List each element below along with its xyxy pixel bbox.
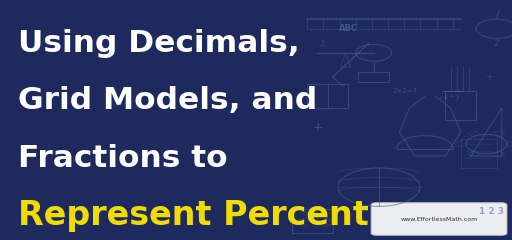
Text: 1 2 3: 1 2 3: [479, 207, 504, 216]
Text: ABC: ABC: [338, 24, 358, 33]
Text: ♪: ♪: [494, 38, 500, 48]
FancyBboxPatch shape: [371, 203, 507, 235]
Text: www.EffortlessMath.com: www.EffortlessMath.com: [401, 217, 478, 222]
Text: ♫: ♫: [319, 39, 326, 48]
Text: +: +: [485, 72, 493, 82]
Text: +: +: [312, 121, 323, 134]
Text: Grid Models, and: Grid Models, and: [18, 86, 317, 115]
Text: $\sqrt{x+y}$: $\sqrt{x+y}$: [438, 89, 463, 103]
Text: 2×2=4: 2×2=4: [392, 88, 417, 94]
Text: Fractions to: Fractions to: [18, 144, 227, 173]
Text: Represent Percent: Represent Percent: [18, 199, 369, 233]
Text: Using Decimals,: Using Decimals,: [18, 29, 300, 58]
